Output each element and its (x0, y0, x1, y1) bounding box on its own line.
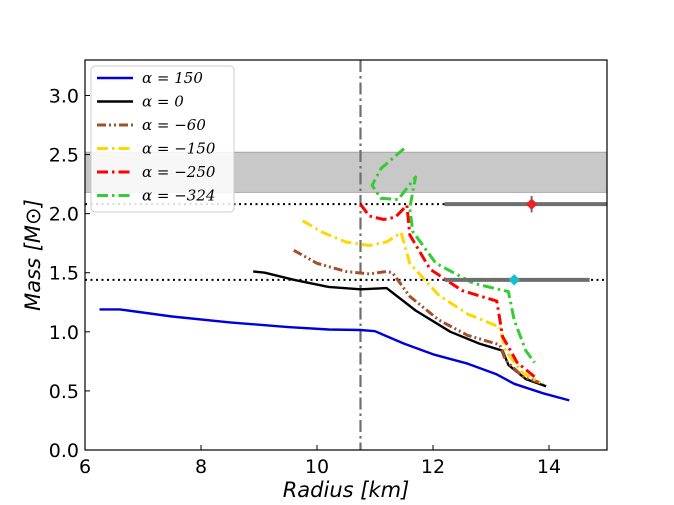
series-line-5 (359, 203, 536, 378)
y-tick-label-4: 2.0 (49, 204, 79, 226)
x-tick-label-0: 6 (79, 456, 91, 478)
y-axis-title: Mass [M⊙] (21, 199, 45, 311)
axes-layer: 6 8 10 12 14 0.0 0.5 1.0 1.5 2.0 2.5 3.0 (49, 85, 561, 478)
legend-label-3: α = −60 (142, 116, 206, 134)
series-layer (99, 147, 570, 402)
x-tick-label-2: 10 (305, 456, 329, 478)
plot-frame (84, 59, 608, 451)
y-tick-label-1: 0.5 (49, 381, 79, 403)
y-tick-label-3: 1.5 (49, 263, 79, 285)
legend-label-2: α = 0 (142, 93, 184, 111)
legend-label-4: α = −150 (142, 140, 216, 158)
y-tick-label-6: 3.0 (49, 85, 79, 107)
obs-marker-2 (508, 274, 520, 286)
obs-marker-1 (525, 198, 538, 210)
x-tick-label-1: 8 (195, 456, 207, 478)
series-line-6 (370, 147, 536, 364)
legend-label-6: α = −324 (142, 187, 215, 205)
y-tick-label-5: 2.5 (49, 145, 79, 167)
series-line-2 (253, 270, 547, 388)
x-tick-label-4: 14 (537, 456, 561, 478)
y-tick-label-0: 0.0 (49, 440, 79, 462)
series-line-3 (293, 248, 544, 386)
observations-layer (444, 195, 607, 286)
legend-label-5: α = −250 (142, 163, 216, 181)
legend-label-1: α = 150 (142, 69, 203, 87)
y-tick-label-2: 1.0 (49, 322, 79, 344)
series-line-1 (99, 308, 570, 402)
legend: α = 150 α = 0 α = −60 α = −150 α = −250 α = −… (90, 65, 235, 213)
series-line-4 (301, 219, 542, 384)
x-tick-label-3: 12 (421, 456, 445, 478)
x-axis-title: Radius [km] (283, 478, 410, 502)
